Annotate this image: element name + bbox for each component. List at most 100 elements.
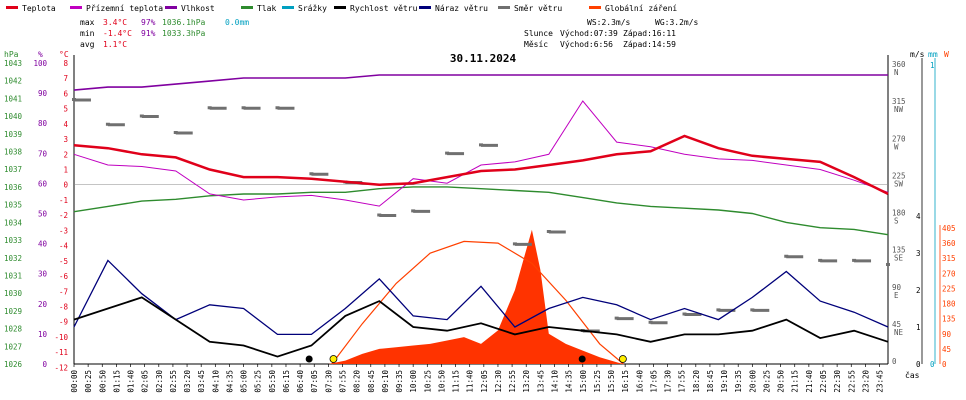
temperature-tick: -10 bbox=[54, 333, 68, 342]
x-tick-label: 12:30 bbox=[494, 370, 503, 393]
moon-label: Měsíc bbox=[524, 40, 548, 49]
wind-speed-tick: 0 bbox=[916, 360, 921, 369]
x-tick-label: 05:50 bbox=[268, 370, 277, 393]
legend-label: Rychlost větru bbox=[350, 4, 418, 13]
temperature-tick: 4 bbox=[63, 120, 68, 129]
x-tick-label: 18:45 bbox=[706, 370, 715, 393]
legend-swatch bbox=[165, 6, 177, 9]
wind-dir-tick: 180 bbox=[892, 209, 906, 218]
wind-gust-stat: WG:3.2m/s bbox=[655, 18, 699, 27]
legend-swatch bbox=[70, 6, 82, 9]
radiation-tick: 0 bbox=[942, 360, 947, 369]
x-tick-label: 11:40 bbox=[466, 370, 475, 393]
x-tick-label: 21:40 bbox=[805, 370, 814, 393]
temperature-tick: -3 bbox=[59, 226, 68, 235]
wind-dir-label: S bbox=[894, 217, 899, 226]
x-tick-label: 15:50 bbox=[607, 370, 616, 393]
legend-label: Směr větru bbox=[514, 4, 562, 13]
radiation-tick: 180 bbox=[942, 300, 956, 309]
temperature-tick: 7 bbox=[63, 74, 68, 83]
wind-speed-tick: 1 bbox=[916, 323, 921, 332]
x-tick-label: 12:55 bbox=[508, 370, 517, 393]
humidity-tick: 70 bbox=[38, 149, 48, 158]
stat-avg-label: avg bbox=[80, 40, 95, 49]
x-tick-label: 10:00 bbox=[409, 370, 418, 393]
x-tick-label: 14:10 bbox=[550, 370, 559, 393]
temperature-tick: 5 bbox=[63, 105, 68, 114]
stat-max-hum: 97% bbox=[141, 18, 156, 27]
x-tick-label: 20:00 bbox=[748, 370, 757, 393]
precip-unit: mm bbox=[928, 50, 938, 59]
pressure-tick: 1033 bbox=[4, 236, 22, 245]
x-tick-label: 10:50 bbox=[437, 370, 446, 393]
x-tick-label: 17:30 bbox=[664, 370, 673, 393]
pressure-tick: 1042 bbox=[4, 77, 22, 86]
chart-title: 30.11.2024 bbox=[450, 52, 517, 65]
wind-dir-tick: 315 bbox=[892, 97, 906, 106]
x-axis-label: čas bbox=[905, 370, 920, 380]
x-tick-label: 17:55 bbox=[678, 370, 687, 393]
humidity-tick: 10 bbox=[38, 330, 48, 339]
wind-dir-label: SE bbox=[894, 254, 904, 263]
x-tick-label: 20:50 bbox=[777, 370, 786, 393]
radiation-tick: 135 bbox=[942, 315, 956, 324]
plot-area bbox=[72, 74, 890, 365]
pressure-tick: 1036 bbox=[4, 183, 23, 192]
x-tick-label: 08:20 bbox=[353, 370, 362, 393]
radiation-max-line bbox=[331, 240, 624, 365]
pressure-tick: 1041 bbox=[4, 94, 22, 103]
legend-label: Vlhkost bbox=[181, 4, 215, 13]
temperature-tick: -5 bbox=[59, 257, 68, 266]
temperature-tick: 8 bbox=[63, 59, 68, 68]
wind-dir-label: SW bbox=[894, 179, 904, 188]
x-tick-label: 07:05 bbox=[310, 370, 319, 393]
x-tick-label: 22:05 bbox=[819, 370, 828, 393]
x-tick-label: 06:40 bbox=[296, 370, 305, 393]
stat-min-temp: -1.4°C bbox=[103, 29, 132, 38]
radiation-tick: 45 bbox=[942, 345, 951, 354]
radiation-tick: 360 bbox=[942, 239, 956, 248]
statistics-panel: max 3.4°C 97% 1036.1hPa 0.0mm min -1.4°C… bbox=[80, 18, 699, 49]
stat-max-press: 1036.1hPa bbox=[162, 18, 206, 27]
temperature-tick: -6 bbox=[59, 272, 69, 281]
x-tick-label: 00:25 bbox=[84, 370, 93, 393]
x-tick-label: 05:25 bbox=[254, 370, 263, 393]
temperature-tick: 2 bbox=[63, 150, 68, 159]
temperature-tick: -8 bbox=[59, 302, 69, 311]
wind-dir-label: NE bbox=[894, 328, 904, 337]
moonset-marker bbox=[578, 355, 586, 363]
legend-label: Náraz větru bbox=[435, 4, 488, 13]
wind-dir-tick: 135 bbox=[892, 246, 906, 255]
pressure-tick: 1031 bbox=[4, 271, 22, 280]
x-tick-label: 03:45 bbox=[197, 370, 206, 393]
sunset-marker bbox=[618, 355, 627, 363]
wind-speed-line bbox=[73, 296, 889, 358]
legend-label: Tlak bbox=[257, 4, 276, 13]
wind-dir-tick: 45 bbox=[892, 320, 901, 329]
x-tick-label: 12:05 bbox=[480, 370, 489, 393]
x-tick-label: 02:55 bbox=[169, 370, 178, 393]
humidity-tick: 80 bbox=[38, 119, 48, 128]
wind-dir-label: W bbox=[894, 142, 899, 151]
stat-min-label: min bbox=[80, 29, 95, 38]
pressure-tick: 1030 bbox=[4, 289, 23, 298]
x-tick-label: 02:30 bbox=[155, 370, 164, 393]
humidity-tick: 20 bbox=[38, 300, 48, 309]
pressure-tick: 1039 bbox=[4, 130, 22, 139]
x-tick-label: 08:45 bbox=[367, 370, 376, 393]
legend-swatch bbox=[419, 6, 431, 9]
humidity-tick: 40 bbox=[38, 240, 48, 249]
temperature-tick: -4 bbox=[59, 242, 69, 251]
stat-min-hum: 91% bbox=[141, 29, 156, 38]
humidity-tick: 60 bbox=[38, 179, 48, 188]
temperature-tick: -12 bbox=[54, 363, 68, 372]
pressure-tick: 1034 bbox=[4, 218, 23, 227]
temperature-tick: 6 bbox=[63, 89, 68, 98]
x-tick-label: 13:45 bbox=[536, 370, 545, 393]
moonrise-marker bbox=[305, 355, 313, 363]
legend-swatch bbox=[241, 6, 253, 9]
humidity-unit: % bbox=[38, 50, 43, 59]
pressure-tick: 1038 bbox=[4, 148, 23, 157]
x-tick-label: 01:15 bbox=[112, 370, 121, 393]
x-tick-label: 17:05 bbox=[649, 370, 658, 393]
